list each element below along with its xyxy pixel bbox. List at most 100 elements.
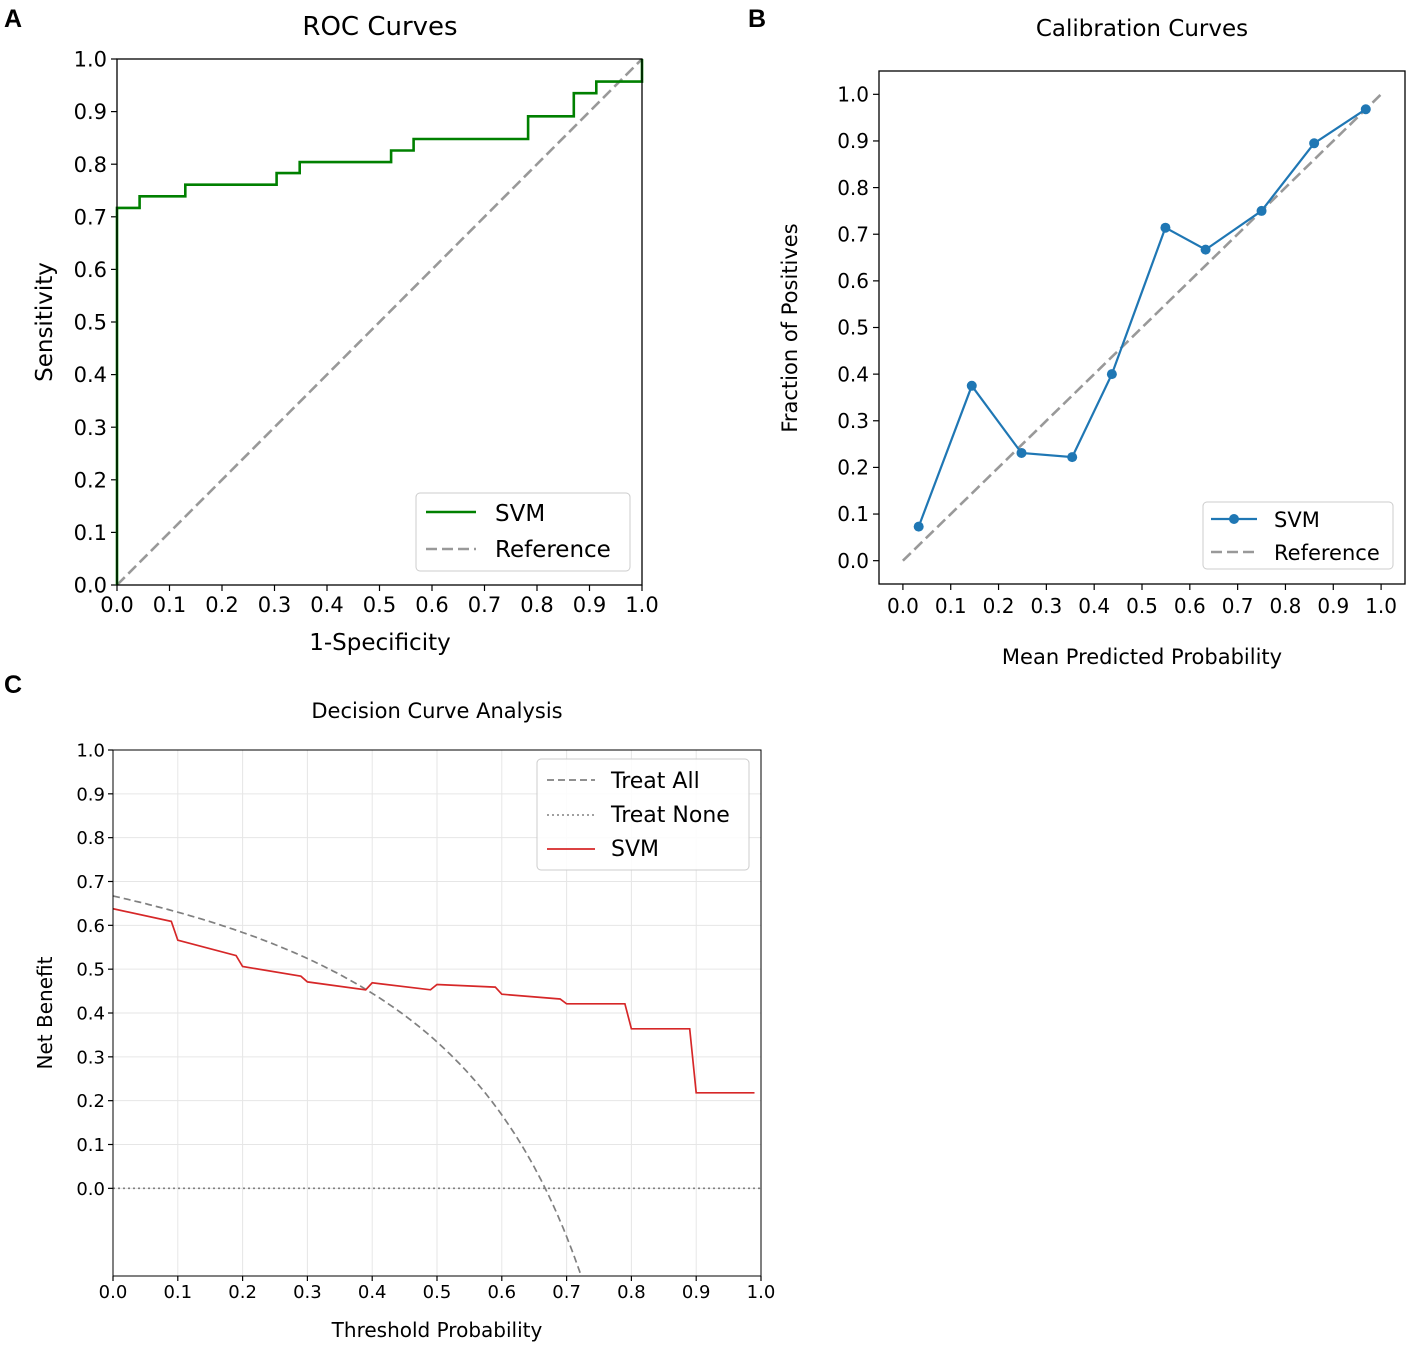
cal-x-tick-label: 0.5 — [1126, 594, 1158, 618]
roc-chart: ROC Curves 0.00.10.20.30.40.50.60.70.80.… — [32, 12, 659, 656]
dca-legend: Treat All Treat None SVM — [536, 758, 750, 871]
cal-y-tick-label: 0.0 — [837, 549, 869, 573]
calibration-x-axis-label: Mean Predicted Probability — [1002, 645, 1282, 669]
calibration-legend-reference-label: Reference — [1274, 541, 1380, 565]
roc-y-tick-label: 0.2 — [74, 468, 107, 492]
cal-y-tick-label: 0.2 — [837, 456, 869, 480]
roc-y-tick-label: 0.4 — [74, 363, 107, 387]
cal-x-tick-label: 0.7 — [1222, 594, 1254, 618]
calibration-svm-point — [1200, 244, 1211, 255]
cal-x-tick-label: 0.9 — [1317, 594, 1349, 618]
calibration-chart: Calibration Curves 0.0 0.1 0.2 0.3 0.4 0.5 0.6… — [778, 16, 1406, 669]
dca-x-tick-label: 0.4 — [358, 1282, 387, 1303]
roc-x-tick-label: 1.0 — [625, 593, 658, 617]
dca-x-tick-label: 0.9 — [682, 1282, 711, 1303]
roc-x-ticks: 0.0 0.1 0.2 0.3 0.4 0.5 0.6 0.7 0.8 0.9 1.0 — [100, 585, 659, 617]
calibration-y-axis-label: Fraction of Positives — [778, 223, 802, 432]
roc-x-tick-label: 0.7 — [468, 593, 501, 617]
dca-y-tick-label: 0.8 — [76, 828, 105, 849]
roc-x-tick-label: 0.6 — [415, 593, 448, 617]
cal-y-tick-label: 0.9 — [837, 129, 869, 153]
roc-y-tick-label: 0.8 — [74, 153, 107, 177]
roc-svm-line — [115, 59, 644, 585]
calibration-legend: SVM Reference — [1202, 501, 1394, 570]
cal-x-tick-label: 0.4 — [1078, 594, 1110, 618]
dca-title: Decision Curve Analysis — [311, 699, 562, 723]
dca-y-tick-label: 0.4 — [76, 1003, 105, 1024]
calibration-legend-svm-label: SVM — [1274, 508, 1320, 532]
dca-y-tick-label: 0.9 — [76, 784, 105, 805]
calibration-title: Calibration Curves — [1036, 16, 1248, 42]
cal-y-tick-label: 0.1 — [837, 502, 869, 526]
calibration-svm-point — [913, 521, 924, 532]
dca-x-tick-label: 0.8 — [617, 1282, 646, 1303]
cal-y-tick-label: 1.0 — [837, 83, 869, 107]
roc-reference-line — [116, 58, 643, 586]
roc-x-tick-label: 0.0 — [100, 593, 133, 617]
roc-y-tick-label: 1.0 — [74, 48, 107, 72]
roc-y-tick-label: 0.3 — [74, 416, 107, 440]
cal-y-tick-label: 0.3 — [837, 409, 869, 433]
cal-x-tick-label: 0.6 — [1174, 594, 1206, 618]
cal-y-tick-label: 0.8 — [837, 176, 869, 200]
dca-y-tick-label: 0.5 — [76, 960, 105, 981]
dca-plot-frame — [112, 749, 762, 1277]
dca-x-tick-label: 0.1 — [163, 1282, 192, 1303]
roc-x-tick-label: 0.9 — [573, 593, 606, 617]
dca-y-tick-label: 1.0 — [76, 740, 105, 761]
roc-y-tick-label: 0.0 — [74, 574, 107, 598]
roc-y-axis-label: Sensitivity — [32, 262, 58, 382]
roc-legend-svm-label: SVM — [495, 501, 545, 527]
cal-y-tick-label: 0.7 — [837, 222, 869, 246]
dca-x-tick-label: 0.0 — [99, 1282, 128, 1303]
dca-y-tick-label: 0.0 — [76, 1179, 105, 1200]
roc-x-tick-label: 0.2 — [205, 593, 238, 617]
dca-y-tick-label: 0.3 — [76, 1047, 105, 1068]
calibration-svm-point — [1067, 452, 1078, 463]
roc-y-tick-label: 0.9 — [74, 100, 107, 124]
calibration-plot-frame — [878, 70, 1406, 585]
calibration-svm-point — [1106, 369, 1117, 380]
calibration-svm-point — [1360, 104, 1371, 115]
dca-y-tick-label: 0.6 — [76, 916, 105, 937]
dca-x-tick-label: 0.3 — [293, 1282, 322, 1303]
dca-legend-treat-all-label: Treat All — [610, 769, 700, 794]
dca-series — [113, 895, 761, 1276]
panel-letter-c: C — [4, 671, 22, 699]
roc-y-tick-label: 0.7 — [74, 205, 107, 229]
roc-y-tick-label: 0.5 — [74, 311, 107, 335]
dca-treat-all-line — [113, 895, 583, 1276]
panel-letter-b: B — [748, 5, 766, 33]
cal-x-tick-label: 0.0 — [887, 594, 919, 618]
roc-title: ROC Curves — [302, 12, 457, 42]
roc-x-tick-label: 0.4 — [310, 593, 343, 617]
calibration-svm-point — [1309, 138, 1320, 149]
dca-x-tick-label: 0.7 — [552, 1282, 581, 1303]
roc-x-tick-label: 0.3 — [258, 593, 291, 617]
roc-y-tick-label: 0.6 — [74, 258, 107, 282]
roc-y-ticks: 0.0 0.1 0.2 0.3 0.4 0.5 0.6 0.7 0.8 0.9 1.0 — [74, 48, 117, 598]
calibration-svm-point — [1256, 205, 1267, 216]
calibration-svm-line — [917, 108, 1367, 527]
roc-x-tick-label: 0.1 — [153, 593, 186, 617]
calibration-x-ticks: 0.0 0.1 0.2 0.3 0.4 0.5 0.6 0.7 0.8 0.9 1.0 — [887, 584, 1397, 618]
dca-x-tick-label: 1.0 — [747, 1282, 776, 1303]
calibration-legend-svm-marker — [1229, 514, 1239, 524]
dca-x-ticks: 0.0 0.1 0.2 0.3 0.4 0.5 0.6 0.7 0.8 0.9 1.0 — [99, 1276, 776, 1303]
cal-y-tick-label: 0.4 — [837, 362, 869, 386]
dca-legend-svm-label: SVM — [611, 837, 659, 862]
calibration-y-ticks: 0.0 0.1 0.2 0.3 0.4 0.5 0.6 0.7 0.8 0.9 1.0 — [837, 83, 879, 573]
roc-x-tick-label: 0.5 — [363, 593, 396, 617]
roc-legend-reference-label: Reference — [495, 537, 611, 563]
cal-y-tick-label: 0.5 — [837, 316, 869, 340]
dca-y-tick-label: 0.2 — [76, 1091, 105, 1112]
dca-y-tick-label: 0.7 — [76, 872, 105, 893]
dca-x-tick-label: 0.5 — [423, 1282, 452, 1303]
roc-y-tick-label: 0.1 — [74, 521, 107, 545]
calibration-svm-point — [1016, 447, 1027, 458]
roc-plot-frame — [116, 58, 643, 586]
dca-y-tick-label: 0.1 — [76, 1135, 105, 1156]
dca-x-tick-label: 0.6 — [487, 1282, 516, 1303]
dca-legend-treat-none-label: Treat None — [610, 803, 730, 828]
